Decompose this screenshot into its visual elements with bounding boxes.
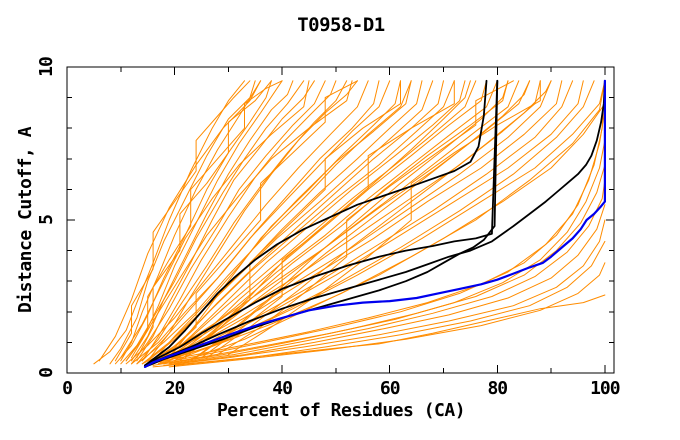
model-curve	[168, 262, 606, 368]
x-tick-label: 0	[62, 378, 72, 399]
model-curve	[131, 80, 326, 365]
model-curve	[184, 80, 606, 362]
x-tick-label: 20	[165, 378, 185, 399]
model-curve	[152, 80, 541, 362]
model-curve	[152, 294, 606, 368]
model-curve	[144, 79, 499, 367]
model-curve	[125, 80, 283, 362]
y-axis-label: Distance Cutoff, A	[15, 126, 36, 313]
model-curve	[141, 80, 337, 362]
model-curve	[163, 164, 606, 365]
model-curve	[136, 80, 272, 359]
model-curve	[114, 80, 251, 362]
model-curve	[114, 80, 272, 365]
axes-layer: 0 20 40 60 80 100 0 5 10	[36, 57, 621, 399]
model-curve	[157, 80, 444, 362]
x-tick-label: 40	[272, 378, 292, 399]
model-curve	[125, 80, 369, 365]
model-curve	[136, 80, 315, 362]
model-curve	[136, 80, 412, 365]
x-tick-label: 60	[380, 378, 400, 399]
model-curve	[120, 80, 262, 362]
model-curve	[120, 80, 305, 365]
model-curve	[144, 79, 606, 367]
x-tick-label: 100	[590, 378, 620, 399]
model-curve	[163, 80, 466, 362]
model-curve	[144, 79, 488, 367]
chart-title: T0958-D1	[297, 14, 385, 36]
model-curve	[147, 80, 358, 362]
model-curve	[174, 204, 606, 365]
model-curve	[152, 139, 606, 366]
model-curve	[157, 80, 498, 365]
model-curve	[163, 80, 358, 359]
y-tick-label: 0	[36, 368, 57, 378]
model-curve	[174, 80, 606, 362]
model-curve	[98, 80, 262, 362]
model-curve	[131, 80, 294, 362]
model-curve	[141, 80, 380, 362]
model-curve	[125, 80, 283, 362]
x-axis-label: Percent of Residues (CA)	[217, 400, 465, 421]
model-curve	[144, 79, 499, 368]
model-curve	[163, 80, 520, 365]
model-curve	[131, 80, 353, 359]
curves-layer	[93, 79, 607, 368]
model-curve	[163, 219, 606, 366]
model-curve	[147, 80, 455, 365]
model-curve	[168, 80, 412, 359]
model-curve	[174, 240, 606, 366]
model-curve	[141, 80, 531, 365]
model-curve	[168, 80, 584, 362]
model-curve	[163, 80, 563, 362]
model-curve	[109, 80, 256, 365]
model-curve	[143, 79, 607, 368]
model-curve	[147, 80, 552, 365]
model-curve	[179, 80, 471, 362]
model-curve	[152, 80, 401, 362]
model-curve	[152, 80, 574, 365]
x-tick-label: 80	[487, 378, 507, 399]
model-curve	[168, 80, 487, 362]
y-tick-label: 5	[36, 215, 57, 225]
y-tick-label: 10	[36, 57, 57, 77]
model-curve	[131, 80, 391, 365]
model-curve	[141, 80, 434, 365]
model-curve	[168, 179, 606, 365]
model-curve	[120, 80, 310, 359]
model-curve	[93, 80, 245, 365]
